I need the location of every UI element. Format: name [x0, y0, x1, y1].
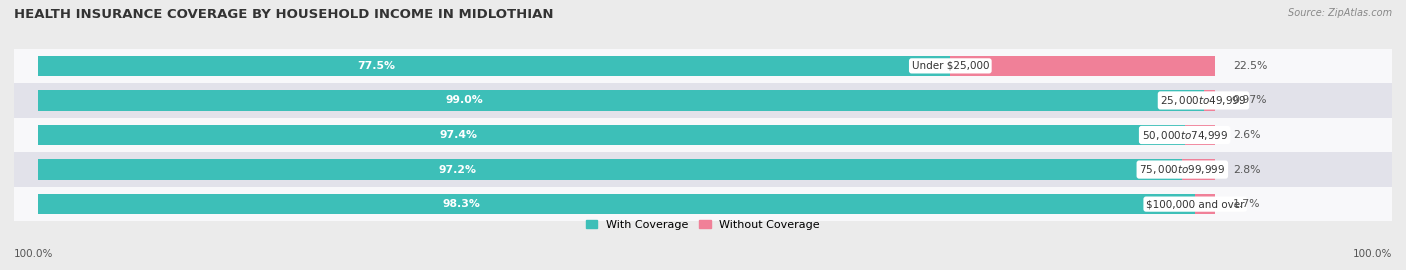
- Text: 77.5%: 77.5%: [357, 61, 395, 71]
- Bar: [1182, 159, 1215, 180]
- Bar: [1204, 90, 1215, 111]
- Text: 98.3%: 98.3%: [443, 199, 481, 209]
- Bar: [14, 187, 1392, 221]
- Bar: [14, 49, 1392, 83]
- Bar: [1195, 194, 1215, 214]
- Text: 0.97%: 0.97%: [1233, 95, 1267, 106]
- Text: 100.0%: 100.0%: [1353, 249, 1392, 259]
- Bar: [14, 83, 1392, 118]
- Text: $50,000 to $74,999: $50,000 to $74,999: [1142, 129, 1227, 141]
- Legend: With Coverage, Without Coverage: With Coverage, Without Coverage: [586, 220, 820, 230]
- Bar: [14, 118, 1392, 152]
- Bar: [38, 56, 950, 76]
- Text: $25,000 to $49,999: $25,000 to $49,999: [1160, 94, 1247, 107]
- Text: Under $25,000: Under $25,000: [911, 61, 988, 71]
- Bar: [38, 125, 1185, 145]
- Text: 97.2%: 97.2%: [439, 164, 477, 175]
- Bar: [950, 56, 1215, 76]
- Text: 1.7%: 1.7%: [1233, 199, 1260, 209]
- Text: 22.5%: 22.5%: [1233, 61, 1267, 71]
- Bar: [38, 90, 1204, 111]
- Bar: [14, 152, 1392, 187]
- Text: 99.0%: 99.0%: [446, 95, 484, 106]
- Text: 2.6%: 2.6%: [1233, 130, 1260, 140]
- Text: 100.0%: 100.0%: [14, 249, 53, 259]
- Text: 97.4%: 97.4%: [439, 130, 477, 140]
- Text: Source: ZipAtlas.com: Source: ZipAtlas.com: [1288, 8, 1392, 18]
- Bar: [1185, 125, 1215, 145]
- Text: $75,000 to $99,999: $75,000 to $99,999: [1139, 163, 1226, 176]
- Text: 2.8%: 2.8%: [1233, 164, 1260, 175]
- Text: $100,000 and over: $100,000 and over: [1146, 199, 1244, 209]
- Text: HEALTH INSURANCE COVERAGE BY HOUSEHOLD INCOME IN MIDLOTHIAN: HEALTH INSURANCE COVERAGE BY HOUSEHOLD I…: [14, 8, 554, 21]
- Bar: [38, 194, 1195, 214]
- Bar: [38, 159, 1182, 180]
